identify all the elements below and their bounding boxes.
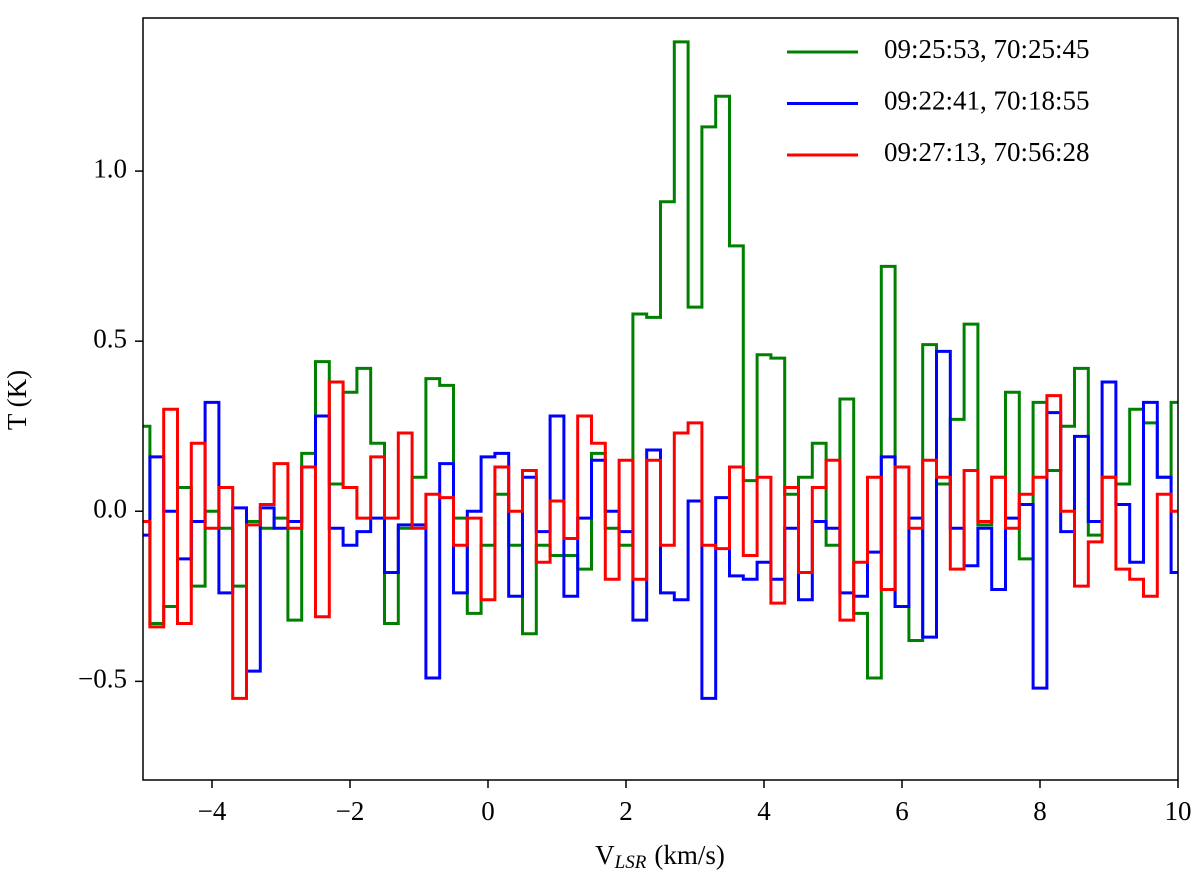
- y-tick-label: 0.5: [93, 323, 127, 353]
- series-line: [143, 380, 1178, 700]
- legend-label: 09:22:41, 70:18:55: [884, 86, 1090, 116]
- x-tick-label: 2: [619, 796, 633, 826]
- x-tick-label: −4: [198, 796, 227, 826]
- x-tick-label: 0: [481, 796, 495, 826]
- plot-lines: [143, 40, 1178, 700]
- y-tick-label: −0.5: [78, 664, 127, 694]
- x-label-sub: LSR: [614, 852, 647, 873]
- legend-label: 09:27:13, 70:56:28: [884, 137, 1090, 167]
- x-tick-label: 10: [1165, 796, 1192, 826]
- x-tick-label: −2: [336, 796, 365, 826]
- x-axis-label: VLSR (km/s): [595, 840, 725, 873]
- legend-label: 09:25:53, 70:25:45: [884, 34, 1090, 64]
- x-label-unit: (km/s): [654, 840, 725, 870]
- plot-frame: [142, 17, 1179, 781]
- x-label-main: V: [595, 840, 615, 870]
- x-tick-label: 8: [1033, 796, 1047, 826]
- y-axis-label: T (K): [2, 370, 32, 430]
- x-tick-label: 4: [757, 796, 771, 826]
- x-tick-label: 6: [895, 796, 909, 826]
- y-tick-label: 0.0: [93, 493, 127, 523]
- y-tick-label: 1.0: [93, 153, 127, 183]
